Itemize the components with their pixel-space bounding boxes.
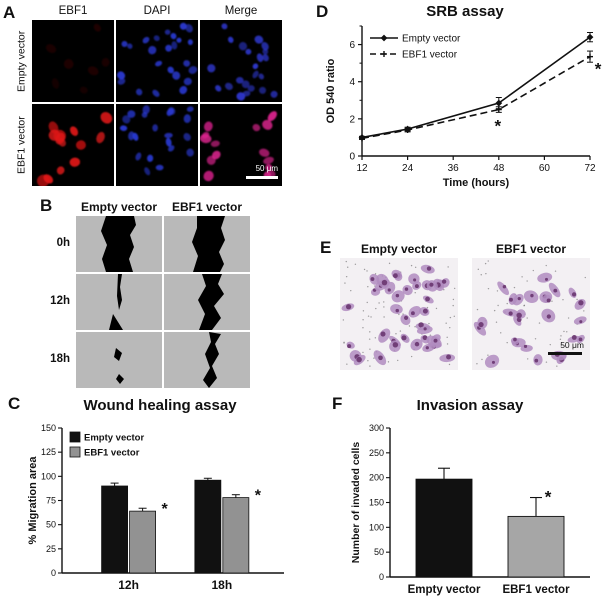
panel-a-row-label-ebf1-vector: EBF1 vector [15, 116, 28, 174]
svg-text:24: 24 [402, 163, 414, 174]
invasion-bar-chart: 0 50 100 150 200 250 300 Number of invaded cell… [350, 423, 590, 596]
svg-text:50: 50 [46, 520, 56, 530]
svg-text:0: 0 [349, 152, 355, 163]
svg-text:Empty vector: Empty vector [408, 584, 481, 596]
svg-text:*: * [494, 117, 501, 136]
svg-text:12h: 12h [118, 578, 139, 592]
invasion-chart-title: Invasion assay [416, 397, 524, 414]
invasion-image-ebf1-vector [472, 258, 590, 370]
svg-text:250: 250 [369, 448, 384, 458]
panel-a-label: A [3, 3, 16, 22]
svg-text:Empty vector: Empty vector [84, 433, 144, 444]
panel-c-label: C [8, 394, 21, 413]
svg-text:25: 25 [46, 544, 56, 554]
svg-text:*: * [595, 60, 602, 79]
fluorescence-image-merge-empty-vector [200, 20, 282, 102]
panel-b-header-ebf1-vector: EBF1 vector [171, 200, 243, 214]
svg-text:4: 4 [349, 77, 355, 88]
wound-image-12h-empty-vector [76, 274, 162, 330]
svg-text:EBF1 vector: EBF1 vector [502, 584, 570, 596]
panel-d-label: D [316, 2, 329, 21]
panel-b-row-label-12h: 12h [50, 295, 70, 307]
wound-image-18h-empty-vector [76, 332, 162, 388]
svg-text:0: 0 [51, 568, 56, 578]
fluorescence-image-dapi-ebf1-vector [116, 104, 198, 186]
svg-text:EBF1 vector: EBF1 vector [84, 448, 140, 459]
svg-text:*: * [545, 488, 552, 507]
svg-text:50: 50 [374, 547, 384, 557]
panel-a-header-ebf1: EBF1 [58, 5, 88, 17]
svg-text:125: 125 [41, 447, 56, 457]
panel-a-row-label-empty-vector: Empty vector [15, 30, 28, 92]
svg-text:OD 540 ratio: OD 540 ratio [325, 58, 337, 123]
svg-text:72: 72 [584, 163, 596, 174]
panel-b-header-empty-vector: Empty vector [80, 200, 158, 214]
svg-text:Time (hours): Time (hours) [443, 177, 510, 189]
panel-a-scale-bar-label: 50 μm [255, 164, 278, 173]
svg-text:% Migration area: % Migration area [27, 456, 39, 545]
svg-text:EBF1 vector: EBF1 vector [402, 50, 458, 61]
svg-text:150: 150 [41, 423, 56, 433]
svg-text:Empty vector: Empty vector [402, 34, 461, 45]
svg-text:150: 150 [369, 498, 384, 508]
panel-f-label: F [332, 394, 343, 413]
panel-a-scale-bar [246, 176, 278, 179]
panel-a-header-dapi: DAPI [143, 5, 171, 17]
svg-text:12: 12 [356, 163, 368, 174]
svg-text:100: 100 [41, 471, 56, 481]
svg-text:75: 75 [46, 496, 56, 506]
panel-e-scale-bar [548, 352, 582, 355]
svg-text:2: 2 [349, 114, 355, 125]
invasion-image-empty-vector [340, 258, 458, 370]
svg-text:48: 48 [493, 163, 505, 174]
srb-chart-title: SRB assay [426, 3, 504, 20]
svg-text:0: 0 [379, 572, 384, 582]
svg-text:100: 100 [369, 522, 384, 532]
wound-image-18h-ebf1-vector [164, 332, 250, 388]
fluorescence-image-ebf1-ebf1-vector [32, 104, 114, 186]
panel-b-row-label-0h: 0h [56, 237, 70, 249]
svg-text:300: 300 [369, 423, 384, 433]
svg-text:200: 200 [369, 473, 384, 483]
wound-healing-bar-chart: 0 25 50 75 100 125 150 % Migration area * 12h * 18h… [27, 423, 284, 592]
panel-a-header-merge: Merge [224, 5, 258, 17]
fluorescence-image-merge-ebf1-vector [200, 104, 282, 186]
fluorescence-image-ebf1-empty-vector [32, 20, 114, 102]
wound-image-12h-ebf1-vector [164, 274, 250, 330]
svg-text:18h: 18h [211, 578, 232, 592]
panel-e-header-ebf1-vector: EBF1 vector [495, 242, 567, 256]
fluorescence-image-dapi-empty-vector [116, 20, 198, 102]
svg-text:60: 60 [539, 163, 551, 174]
svg-text:36: 36 [448, 163, 460, 174]
panel-b-row-label-18h: 18h [50, 353, 70, 365]
svg-text:6: 6 [349, 40, 355, 51]
panel-b-label: B [40, 196, 53, 215]
panel-e-label: E [320, 238, 332, 257]
panel-e-scale-bar-label: 50 μm [560, 340, 584, 350]
svg-text:*: * [255, 488, 262, 505]
wound-chart-title: Wound healing assay [83, 397, 237, 414]
wound-image-0h-empty-vector [76, 216, 162, 272]
svg-text:*: * [161, 501, 168, 518]
panel-e-header-empty-vector: Empty vector [360, 242, 438, 256]
svg-text:Number of invaded cells: Number of invaded cells [350, 442, 362, 564]
wound-image-0h-ebf1-vector [164, 216, 250, 272]
